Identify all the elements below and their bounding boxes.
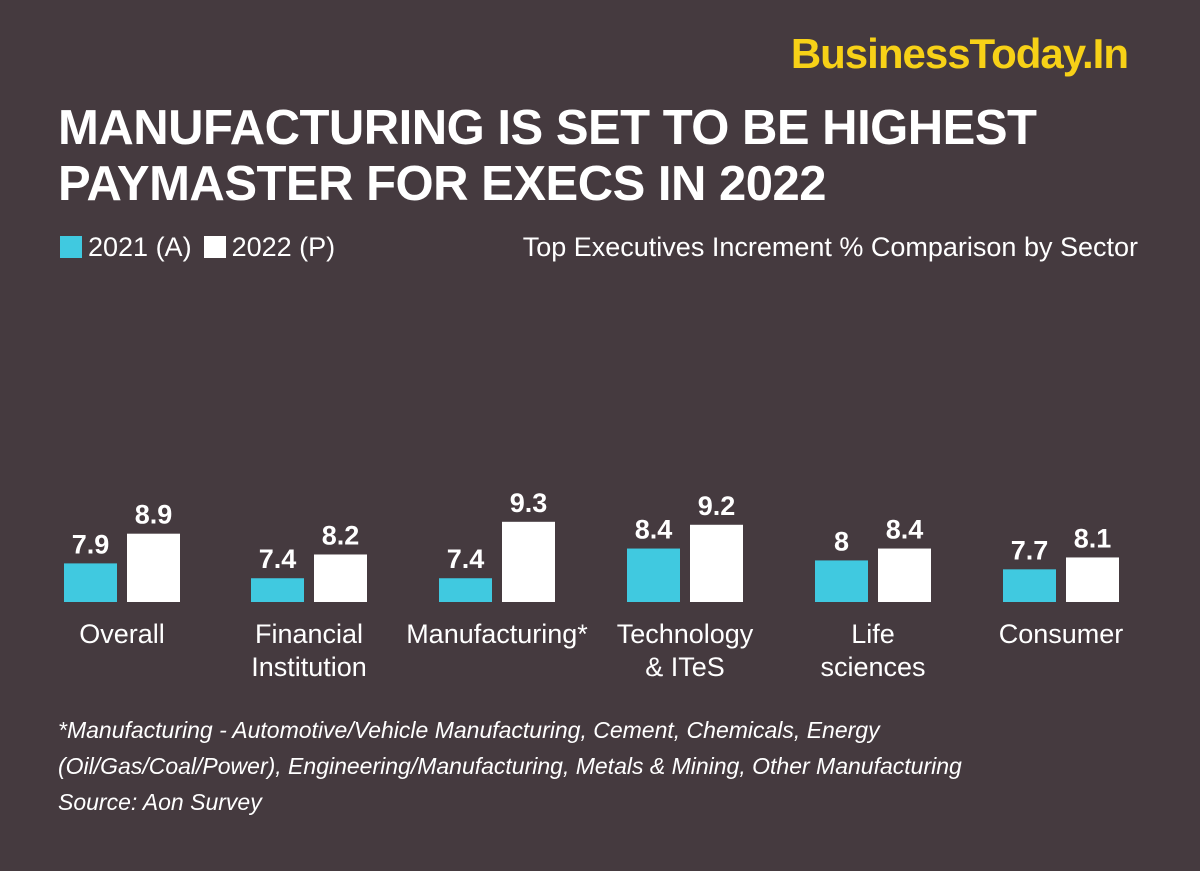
data-label-2021-5: 7.7 (1011, 535, 1049, 565)
category-label-2-0: Manufacturing* (406, 619, 588, 649)
footnote-line-1: *Manufacturing - Automotive/Vehicle Manu… (58, 717, 880, 743)
bar-2021-3 (627, 548, 680, 602)
data-label-2022-5: 8.1 (1074, 523, 1112, 553)
chart-title-line-1: MANUFACTURING IS SET TO BE HIGHEST (58, 101, 1037, 155)
data-label-2021-2: 7.4 (447, 544, 485, 574)
bar-2022-0 (127, 533, 180, 602)
legend: 2021 (A) 2022 (P) (60, 230, 347, 264)
category-label-3-0: Technology (617, 619, 754, 649)
chart-title: MANUFACTURING IS SET TO BE HIGHEST PAYMA… (58, 100, 1158, 212)
data-label-2021-4: 8 (834, 526, 849, 556)
category-label-3-1: & ITeS (645, 652, 725, 682)
bar-2021-1 (251, 578, 304, 602)
data-label-2022-0: 8.9 (135, 500, 173, 530)
bar-2022-2 (502, 521, 555, 602)
data-label-2022-4: 8.4 (886, 515, 924, 545)
category-label-4-0: Life (851, 619, 895, 649)
bar-2021-5 (1003, 569, 1056, 602)
category-label-4-1: sciences (820, 652, 925, 682)
bar-2022-3 (690, 524, 743, 602)
bar-2022-1 (314, 554, 367, 602)
legend-swatch-2021 (60, 236, 82, 258)
category-label-0-0: Overall (79, 619, 165, 649)
category-label-5-0: Consumer (999, 619, 1124, 649)
footnote-line-2: (Oil/Gas/Coal/Power), Engineering/Manufa… (58, 753, 962, 779)
chart-title-line-2: PAYMASTER FOR EXECS IN 2022 (58, 157, 827, 211)
legend-label-2021: 2021 (A) (88, 231, 192, 262)
data-label-2022-3: 9.2 (698, 491, 736, 521)
legend-item-2021: 2021 (A) (60, 232, 192, 263)
legend-item-2022: 2022 (P) (203, 231, 336, 263)
data-label-2022-1: 8.2 (322, 520, 360, 550)
data-label-2022-2: 9.3 (510, 488, 548, 518)
legend-swatch-2022 (203, 236, 226, 258)
footnote: *Manufacturing - Automotive/Vehicle Manu… (58, 712, 1158, 820)
bar-2022-4 (878, 548, 931, 602)
chart-subtitle: Top Executives Increment % Comparison by… (522, 232, 1138, 262)
brand-logo: BusinessToday.In (790, 30, 1129, 77)
bar-2021-2 (439, 578, 492, 602)
legend-label-2022: 2022 (P) (231, 231, 336, 262)
data-label-2021-3: 8.4 (635, 515, 673, 545)
data-label-2021-1: 7.4 (259, 544, 297, 574)
category-label-1-1: Institution (251, 652, 367, 682)
category-label-1-0: Financial (255, 619, 363, 649)
data-label-2021-0: 7.9 (72, 529, 110, 559)
bar-2021-0 (64, 563, 117, 602)
footnote-source: Source: Aon Survey (58, 789, 262, 815)
bar-2022-5 (1066, 557, 1119, 602)
bar-2021-4 (815, 560, 868, 602)
